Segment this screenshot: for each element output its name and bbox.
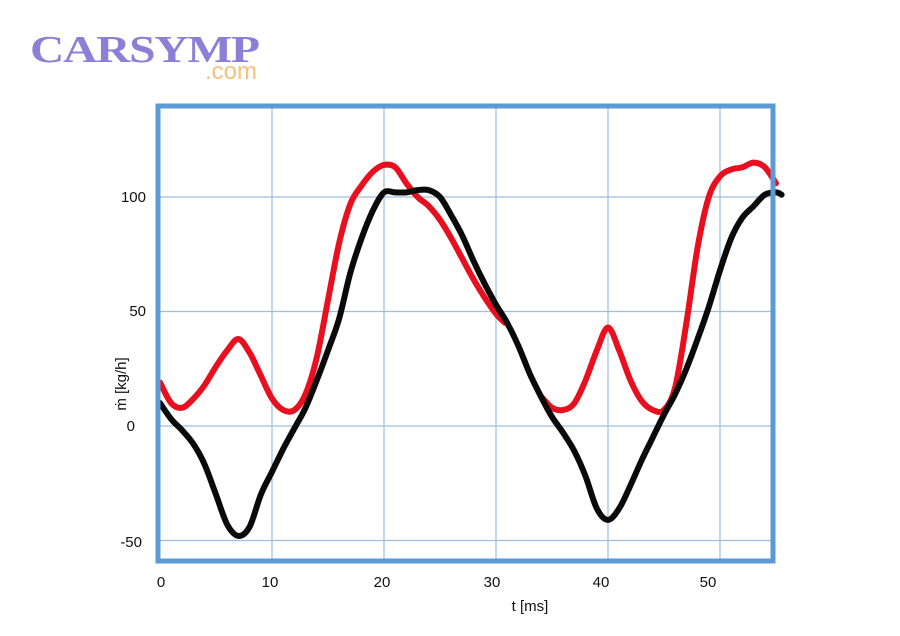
x-axis-label: t [ms] [512,598,549,615]
x-tick-label: 20 [374,574,391,591]
black-series-line [157,186,785,539]
logo-wordmark: CARSYMP [30,29,260,71]
logo-domain-suffix: .com [205,58,258,85]
y-tick-label: 100 [121,189,146,206]
x-tick-label: 0 [157,574,165,591]
plot-frame [155,103,776,564]
data-series [157,159,785,539]
x-tick-label: 40 [593,574,610,591]
x-tick-label: 10 [262,574,279,591]
y-axis-ticks: 100 50 0 -50 [120,189,146,551]
carsymp-logo: CARSYMP .com [30,30,280,85]
y-tick-label: 50 [129,303,146,320]
y-axis-label: ṁ [kg/h] [113,357,130,410]
y-tick-label: -50 [120,534,142,551]
x-tick-label: 30 [484,574,501,591]
red-series-line [537,159,779,416]
y-tick-label: 0 [127,418,135,435]
x-axis-ticks: 0 10 20 30 40 50 [157,574,717,591]
x-tick-label: 50 [700,574,717,591]
red-series-line [157,161,508,415]
grid-lines [160,108,771,559]
